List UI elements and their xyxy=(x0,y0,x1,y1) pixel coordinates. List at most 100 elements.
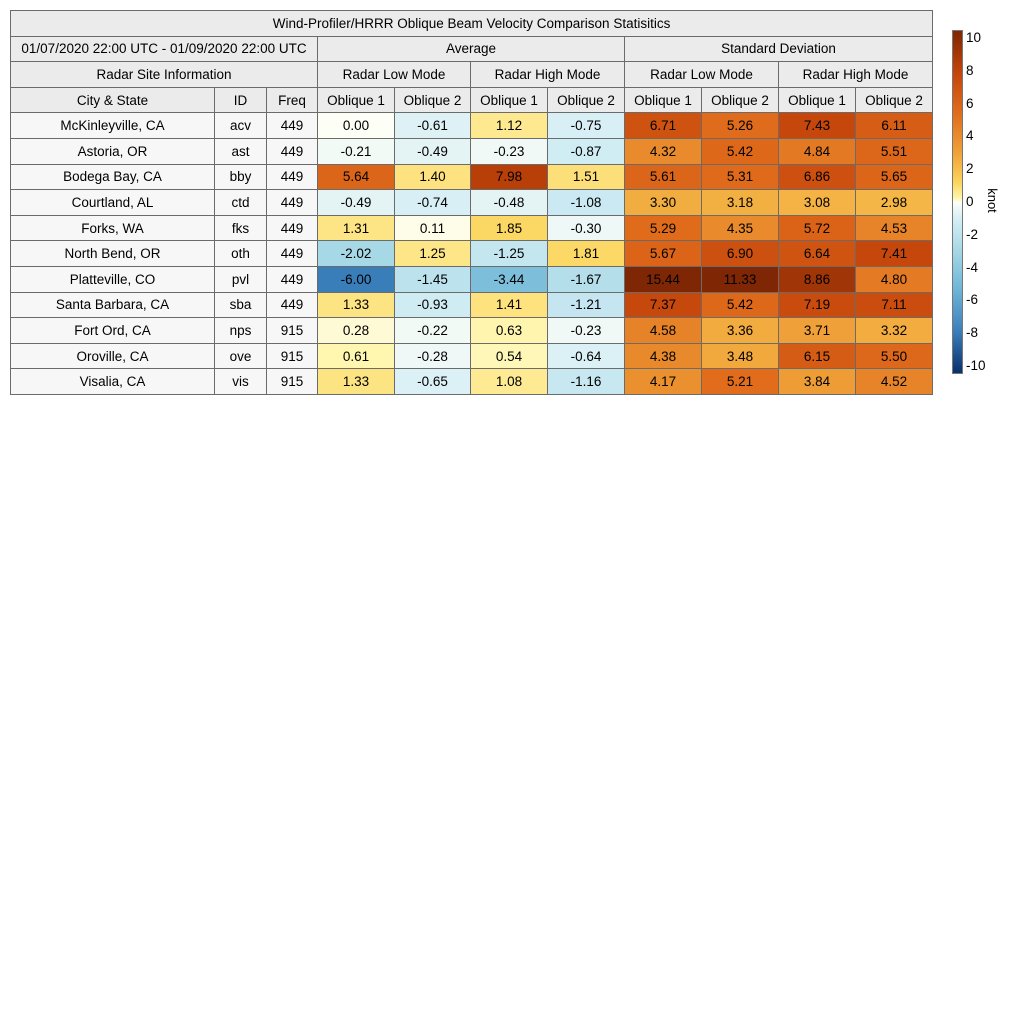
table-row: Oroville, CA ove 915 0.61 -0.28 0.54 -0.64 4.38… xyxy=(10,342,934,370)
table-row: Bodega Bay, CA bby 449 5.64 1.40 7.98 1.51 5.61… xyxy=(10,163,934,191)
heatmap-cell: 6.71 xyxy=(624,112,702,139)
heatmap-cell: 11.33 xyxy=(701,265,779,293)
heatmap-cell: -0.49 xyxy=(317,189,395,216)
heatmap-cell: -1.16 xyxy=(547,368,625,395)
heatmap-cell: 6.64 xyxy=(778,240,856,267)
heatmap-cell: -1.45 xyxy=(394,265,471,293)
heatmap-cell: -0.61 xyxy=(394,112,471,139)
table-title: Wind-Profiler/HRRR Oblique Beam Velocity… xyxy=(9,10,934,37)
heatmap-cell: 4.80 xyxy=(854,265,934,293)
col-header-avg-high-oblique1: Oblique 1 xyxy=(470,86,548,114)
cell-city: Courtland, AL xyxy=(10,189,215,216)
cell-id: acv xyxy=(214,112,267,139)
heatmap-cell: 1.12 xyxy=(470,112,548,139)
heatmap-cell: 0.00 xyxy=(317,112,395,139)
heatmap-cell: 3.08 xyxy=(778,189,856,216)
colorbar-tick-label: 4 xyxy=(966,128,974,144)
heatmap-cell: 1.41 xyxy=(470,291,548,319)
table-row: Visalia, CA vis 915 1.33 -0.65 1.08 -1.16 4.17 5… xyxy=(10,368,934,395)
heatmap-cell: 4.38 xyxy=(624,342,702,370)
heatmap-cell: -0.87 xyxy=(547,137,625,165)
colorbar-tick-label: -6 xyxy=(966,292,979,308)
heatmap-cell: 0.11 xyxy=(394,214,471,242)
heatmap-cell: -0.75 xyxy=(547,112,625,139)
colorbar-label: knot xyxy=(984,188,1000,213)
colorbar xyxy=(952,30,963,374)
cell-city: Fort Ord, CA xyxy=(10,317,215,344)
heatmap-cell: 1.40 xyxy=(394,163,471,191)
heatmap-cell: -0.30 xyxy=(547,214,625,242)
cell-freq: 449 xyxy=(266,214,318,242)
colorbar-tick-label: -2 xyxy=(966,226,979,242)
col-header-freq: Freq xyxy=(266,86,318,114)
cell-freq: 915 xyxy=(266,342,318,370)
heatmap-cell: 5.31 xyxy=(701,163,779,191)
heatmap-cell: 3.71 xyxy=(778,317,856,344)
heatmap-cell: -0.65 xyxy=(394,368,471,395)
heatmap-cell: 3.84 xyxy=(778,368,856,395)
col-header-sd-low-oblique1: Oblique 1 xyxy=(624,86,702,114)
cell-freq: 915 xyxy=(266,368,318,395)
heatmap-cell: -0.64 xyxy=(547,342,625,370)
col-header-city: City & State xyxy=(10,86,215,114)
cell-freq: 449 xyxy=(266,112,318,139)
cell-freq: 449 xyxy=(266,240,318,267)
cell-freq: 449 xyxy=(266,291,318,319)
average-header: Average xyxy=(317,35,625,63)
cell-id: nps xyxy=(214,317,267,344)
cell-id: ove xyxy=(214,342,267,370)
heatmap-cell: -0.93 xyxy=(394,291,471,319)
heatmap-cell: -6.00 xyxy=(317,265,395,293)
heatmap-cell: 6.15 xyxy=(778,342,856,370)
heatmap-cell: 0.54 xyxy=(470,342,548,370)
cell-freq: 449 xyxy=(266,137,318,165)
heatmap-cell: 6.90 xyxy=(701,240,779,267)
cell-city: Oroville, CA xyxy=(10,342,215,370)
cell-freq: 449 xyxy=(266,265,318,293)
col-header-avg-low-oblique1: Oblique 1 xyxy=(317,86,395,114)
heatmap-cell: 4.84 xyxy=(778,137,856,165)
heatmap-cell: 0.28 xyxy=(317,317,395,344)
heatmap-cell: 3.18 xyxy=(701,189,779,216)
heatmap-cell: 7.19 xyxy=(778,291,856,319)
heatmap-cell: 5.29 xyxy=(624,214,702,242)
table-row: Astoria, OR ast 449 -0.21 -0.49 -0.23 -0.87 4.3… xyxy=(10,137,934,165)
heatmap-cell: -0.74 xyxy=(394,189,471,216)
cell-id: sba xyxy=(214,291,267,319)
table-row: McKinleyville, CA acv 449 0.00 -0.61 1.12 -0.7… xyxy=(10,112,934,139)
heatmap-cell: 7.11 xyxy=(854,291,934,319)
cell-city: Santa Barbara, CA xyxy=(10,291,215,319)
site-info-header: Radar Site Information xyxy=(10,61,318,88)
table-row: Platteville, CO pvl 449 -6.00 -1.45 -3.44 -1.6… xyxy=(10,265,934,293)
cell-city: North Bend, OR xyxy=(10,240,215,267)
heatmap-cell: 4.53 xyxy=(854,214,934,242)
table-row: Courtland, AL ctd 449 -0.49 -0.74 -0.48 -1.08 3… xyxy=(10,189,934,216)
col-header-sd-high-oblique1: Oblique 1 xyxy=(778,86,856,114)
cell-id: oth xyxy=(214,240,267,267)
heatmap-cell: 5.51 xyxy=(854,137,934,165)
heatmap-cell: 0.61 xyxy=(317,342,395,370)
heatmap-cell: 4.58 xyxy=(624,317,702,344)
heatmap-cell: -1.67 xyxy=(547,265,625,293)
colorbar-tick-label: 8 xyxy=(966,62,974,78)
colorbar-tick-label: 6 xyxy=(966,95,974,111)
heatmap-cell: 5.64 xyxy=(317,163,395,191)
date-range: 01/07/2020 22:00 UTC - 01/09/2020 22:00 … xyxy=(10,35,318,63)
heatmap-cell: 5.26 xyxy=(701,112,779,139)
cell-city: Forks, WA xyxy=(10,214,215,242)
heatmap-cell: 8.86 xyxy=(778,265,856,293)
heatmap-cell: 1.08 xyxy=(470,368,548,395)
heatmap-cell: 1.85 xyxy=(470,214,548,242)
colorbar-tick-label: 10 xyxy=(966,30,982,45)
heatmap-cell: 5.61 xyxy=(624,163,702,191)
heatmap-cell: 7.43 xyxy=(778,112,856,139)
heatmap-cell: 15.44 xyxy=(624,265,702,293)
heatmap-cell: -0.49 xyxy=(394,137,471,165)
colorbar-tick-label: -8 xyxy=(966,325,979,341)
heatmap-cell: 5.65 xyxy=(854,163,934,191)
cell-id: vis xyxy=(214,368,267,395)
heatmap-cell: 2.98 xyxy=(854,189,934,216)
heatmap-cell: -1.25 xyxy=(470,240,548,267)
cell-city: Platteville, CO xyxy=(10,265,215,293)
heatmap-cell: -1.21 xyxy=(547,291,625,319)
